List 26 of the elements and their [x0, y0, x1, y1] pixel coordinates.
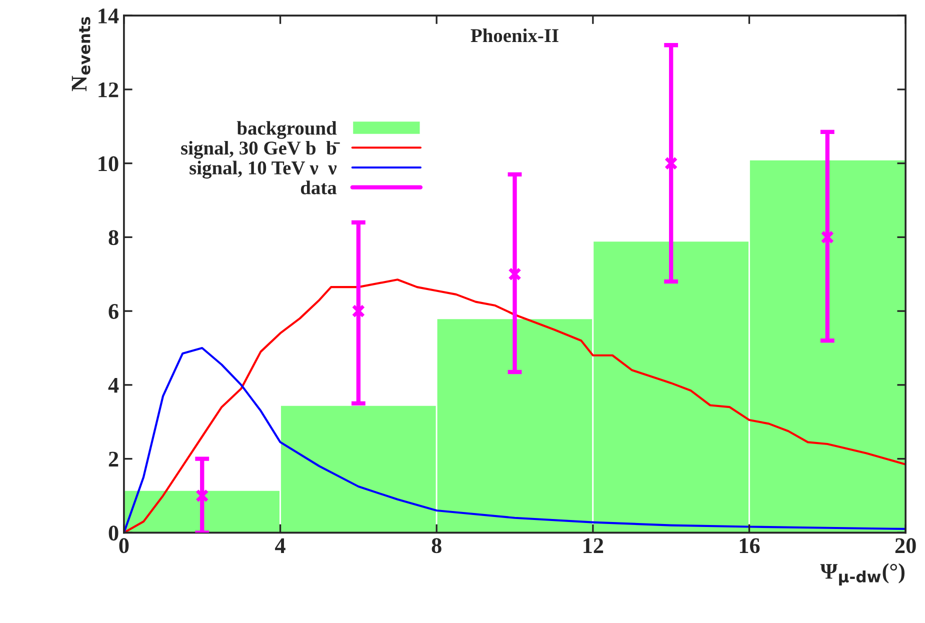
point [195, 489, 209, 502]
y-tick-label: 14 [98, 8, 119, 24]
x-tick-label: 4 [275, 538, 286, 553]
legend-label: signal, 30 GeV b b̄ [181, 140, 340, 159]
y-tick-label: 2 [108, 452, 118, 467]
y-axis-title: N$_{events}$ [72, 17, 90, 92]
point [820, 230, 834, 244]
x-tick-label: 8 [432, 538, 442, 554]
text: Phoenix-II [470, 28, 558, 42]
x-tick-label: 12 [584, 538, 604, 553]
legend-label: data [300, 180, 337, 194]
legend-label: signal, 10 TeV ν ν [190, 160, 337, 179]
x-tick-label: 16 [740, 538, 760, 554]
x-tick-label: 20 [895, 538, 916, 554]
legend-label: background [236, 121, 337, 139]
y-tick-label: 8 [108, 230, 118, 246]
y-tick-label: 4 [108, 378, 119, 393]
y-tick-label: 0 [108, 526, 118, 541]
y-tick-label: 6 [108, 304, 118, 319]
y-tick-label: 10 [98, 156, 118, 172]
x-axis-title: Ψ$_{μ-dw}$(°) [820, 563, 905, 586]
y-tick-label: 12 [98, 82, 118, 98]
point [508, 267, 522, 281]
point [352, 304, 366, 318]
point [664, 156, 678, 170]
x-tick-label: 0 [119, 538, 129, 554]
